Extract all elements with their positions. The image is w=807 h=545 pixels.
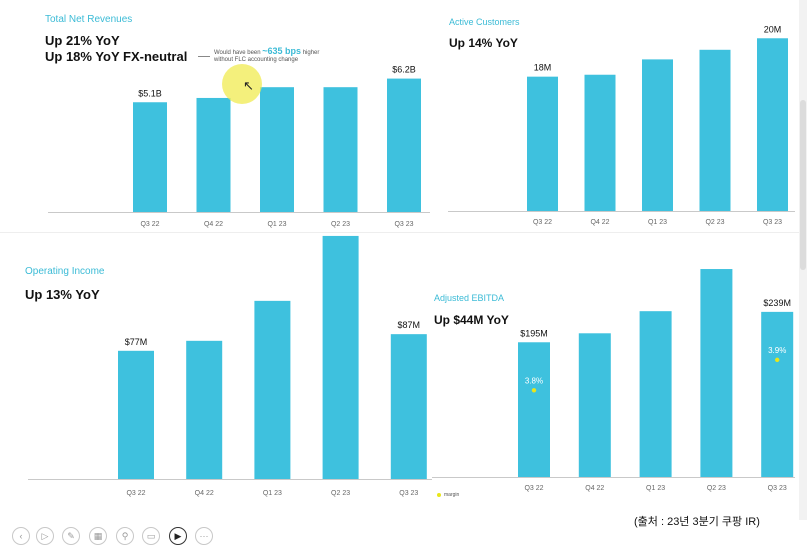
bar-q4-22: [186, 340, 223, 479]
ebitda-chart: Q3 22 $195M 3.8% Q4 22 Q1 23 Q2 23 Q3 23 $239M 3…: [432, 269, 795, 492]
note-connector: [198, 56, 210, 57]
opincome-chart: Q3 22 $77M Q4 22 Q1 23 Q2 23 Q3 23 $87M: [28, 235, 432, 497]
revenue-chart: Q3 22 $5.1B Q4 22 Q1 23 Q2 23 Q3 23 $6.2B: [48, 65, 430, 228]
scrollbar[interactable]: [799, 0, 807, 520]
fx-note-line2: without FLC accounting change: [214, 57, 299, 63]
x-tick-label: Q3 22: [533, 219, 552, 226]
data-label: $6.2B: [392, 65, 416, 75]
opincome-title: Operating Income: [25, 266, 105, 277]
fx-note-prefix: Would have been: [214, 50, 263, 56]
customers-chart: Q3 22 18M Q4 22 Q1 23 Q2 23 Q3 23 20M: [448, 24, 795, 226]
data-label: 20M: [764, 24, 782, 34]
data-label: $5.1B: [138, 88, 162, 98]
bar-q4-22: [584, 74, 616, 212]
camera-icon[interactable]: ▶: [169, 527, 187, 545]
revenue-headline-1: Up 21% YoY: [45, 33, 120, 48]
slides-icon[interactable]: ▦: [89, 527, 107, 545]
x-tick-label: Q2 23: [707, 485, 726, 492]
scrollbar-thumb[interactable]: [800, 100, 806, 270]
x-tick-label: Q3 22: [126, 490, 145, 497]
customers-headline: Up 14% YoY: [449, 36, 518, 50]
x-tick-label: Q2 23: [331, 490, 350, 497]
horizontal-divider: [0, 232, 800, 233]
margin-label: 3.8%: [525, 376, 543, 385]
data-label: $195M: [520, 328, 548, 338]
x-tick-label: Q4 22: [590, 219, 609, 226]
fx-note-suffix: higher: [301, 50, 320, 56]
revenue-headline-2: Up 18% YoY FX-neutral: [45, 49, 188, 64]
bar-q2-23: [699, 49, 731, 212]
more-icon[interactable]: ···: [195, 527, 213, 545]
x-tick-label: Q4 22: [204, 221, 223, 228]
x-tick-label: Q2 23: [331, 221, 350, 228]
x-tick-label: Q4 22: [195, 490, 214, 497]
bar-q1-23: [260, 87, 294, 212]
bar-q4-22: [196, 97, 231, 212]
fx-note-emph: ~635 bps: [262, 46, 302, 56]
x-tick-label: Q3 23: [768, 485, 787, 492]
margin-legend: margin: [437, 492, 459, 498]
bar-q3-23: [387, 78, 421, 212]
margin-dot: [531, 388, 537, 393]
margin-label: 3.9%: [768, 346, 786, 355]
bar-q1-23: [639, 311, 672, 477]
revenue-title: Total Net Revenues: [45, 14, 133, 25]
data-label: 18M: [534, 63, 552, 73]
x-tick-label: Q3 23: [394, 221, 413, 228]
ebitda-title: Adjusted EBITDA: [434, 293, 505, 303]
bar-q1-23: [254, 300, 291, 479]
source-note: (출처 : 23년 3분기 쿠팡 IR): [634, 516, 760, 528]
bar-q3-22: [133, 102, 167, 212]
ebitda-headline: Up $44M YoY: [434, 313, 509, 327]
customers-title: Active Customers: [449, 17, 520, 27]
pen-icon[interactable]: ✎: [62, 527, 80, 545]
subtitle-icon[interactable]: ▭: [142, 527, 160, 545]
bar-q4-22: [578, 333, 611, 477]
x-tick-label: Q1 23: [646, 485, 665, 492]
bar-q3-23: [390, 334, 427, 479]
x-tick-label: Q1 23: [263, 490, 282, 497]
x-tick-label: Q3 23: [399, 490, 418, 497]
data-label: $77M: [125, 337, 148, 347]
x-tick-label: Q1 23: [267, 221, 286, 228]
zoom-icon[interactable]: ⚲: [116, 527, 134, 545]
bar-q3-22: [118, 350, 154, 479]
margin-legend-label: margin: [444, 492, 460, 498]
bar-q2-23: [322, 235, 359, 479]
x-tick-label: Q3 22: [524, 485, 543, 492]
x-tick-label: Q3 22: [140, 221, 159, 228]
margin-dot: [775, 357, 780, 363]
bar-q3-22: [527, 76, 558, 212]
bar-q1-23: [642, 59, 673, 212]
cursor-highlight: [222, 64, 262, 104]
bar-q2-23: [323, 87, 358, 212]
opincome-headline: Up 13% YoY: [25, 287, 100, 302]
bar-q3-23: [757, 38, 788, 211]
x-tick-label: Q2 23: [705, 219, 724, 226]
bar-q2-23: [700, 269, 733, 477]
cursor-arrow-icon: ↖: [243, 78, 254, 93]
bar-q3-23: [761, 311, 794, 477]
bar-q3-22: [518, 342, 550, 477]
margin-legend-dot: [437, 492, 441, 497]
x-tick-label: Q3 23: [763, 219, 782, 226]
play-icon[interactable]: ▷: [36, 527, 54, 545]
prev-icon[interactable]: ‹: [12, 527, 30, 545]
data-label: $87M: [398, 320, 421, 330]
fx-note: Would have been ~635 bps higher without …: [214, 46, 320, 64]
x-tick-label: Q4 22: [585, 485, 604, 492]
x-tick-label: Q1 23: [648, 219, 667, 226]
data-label: $239M: [763, 298, 791, 308]
